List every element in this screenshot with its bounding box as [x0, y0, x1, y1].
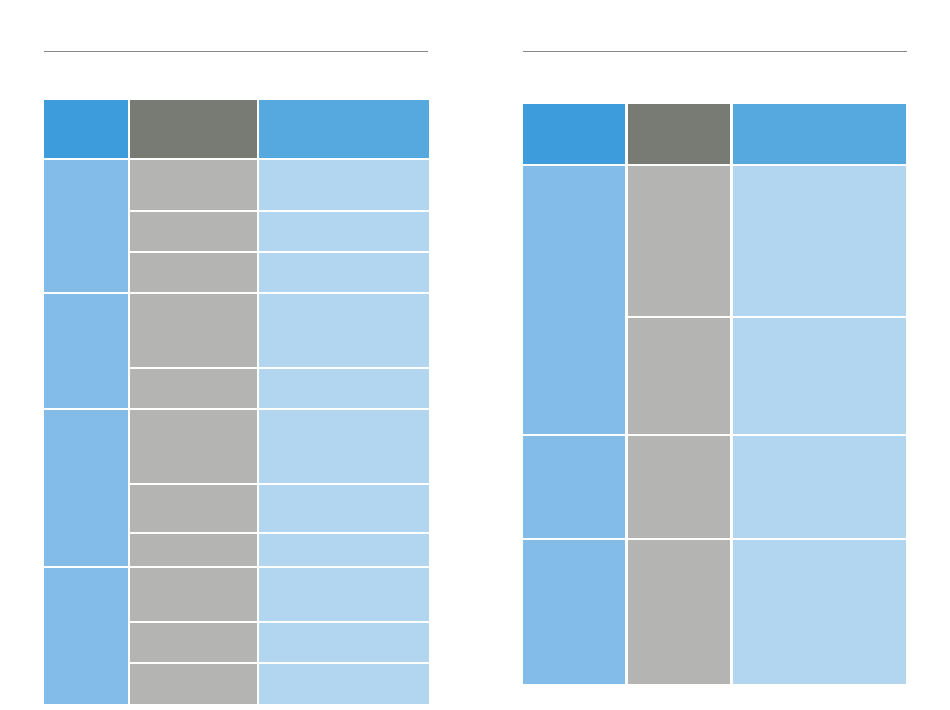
right-page-header-rule — [523, 51, 907, 52]
right-table-group-1 — [523, 166, 625, 434]
right-table-sub-cell — [628, 436, 730, 538]
right-table-header-col1 — [523, 104, 625, 164]
right-table-group-3 — [523, 540, 625, 684]
left-table-detail-cell — [259, 534, 429, 566]
left-page-header-rule — [44, 51, 428, 52]
left-table-sub-cell — [130, 664, 257, 704]
right-table-detail-cell — [733, 436, 906, 538]
left-table-detail-cell — [259, 160, 429, 210]
left-table-group-1 — [44, 160, 128, 292]
left-table-sub-cell — [130, 369, 257, 408]
left-table-sub-cell — [130, 253, 257, 292]
left-table-sub-cell — [130, 294, 257, 367]
left-table-detail-cell — [259, 294, 429, 367]
right-table-header-col2 — [628, 104, 730, 164]
left-table-header-col3 — [259, 100, 429, 158]
left-table-detail-cell — [259, 664, 429, 704]
left-table-sub-cell — [130, 534, 257, 566]
left-table-header-col2 — [130, 100, 257, 158]
left-table-sub-cell — [130, 160, 257, 210]
right-table-sub-cell — [628, 540, 730, 684]
left-table-sub-cell — [130, 212, 257, 251]
left-table-group-2 — [44, 294, 128, 408]
right-table-sub-cell — [628, 166, 730, 316]
left-table-sub-cell — [130, 568, 257, 621]
left-table-detail-cell — [259, 253, 429, 292]
right-table-group-2 — [523, 436, 625, 538]
right-table-sub-cell — [628, 318, 730, 434]
left-table-sub-cell — [130, 623, 257, 662]
left-table-detail-cell — [259, 623, 429, 662]
right-table-detail-cell — [733, 540, 906, 684]
left-table-group-3 — [44, 410, 128, 566]
left-table-detail-cell — [259, 410, 429, 483]
right-table-detail-cell — [733, 318, 906, 434]
left-table-sub-cell — [130, 485, 257, 532]
left-table-detail-cell — [259, 485, 429, 532]
left-table-group-4 — [44, 568, 128, 704]
left-page — [44, 51, 429, 704]
right-table-detail-cell — [733, 166, 906, 316]
left-table-sub-cell — [130, 410, 257, 483]
left-table-detail-cell — [259, 369, 429, 408]
left-table-detail-cell — [259, 212, 429, 251]
left-table-header-col1 — [44, 100, 128, 158]
right-page — [475, 0, 950, 710]
left-table-detail-cell — [259, 568, 429, 621]
right-table-header-col3 — [733, 104, 906, 164]
